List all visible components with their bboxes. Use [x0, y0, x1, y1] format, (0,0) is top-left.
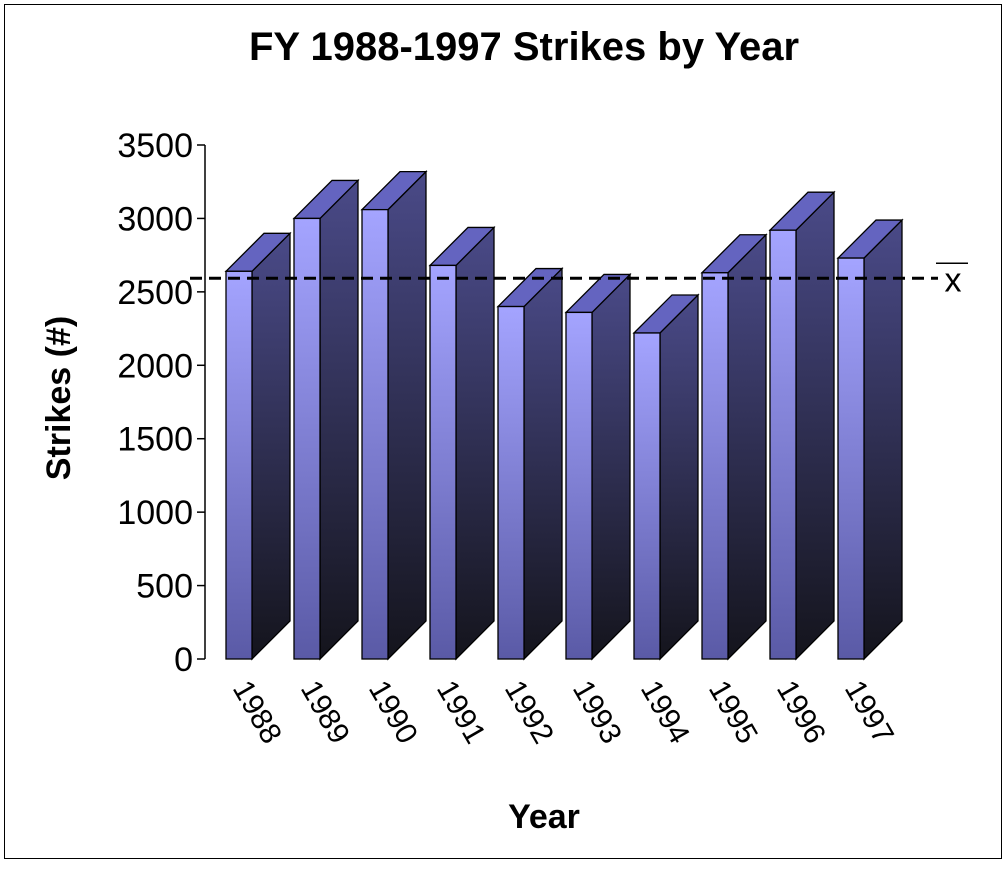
x-tick-label: 1992: [498, 675, 560, 749]
bar-front-face: [497, 305, 525, 660]
y-tick-label: 1500: [117, 421, 193, 459]
bar-side-face: [591, 272, 631, 661]
y-tick-label: 0: [174, 641, 193, 679]
x-axis-label: Year: [508, 798, 580, 836]
bar-front-face: [633, 332, 661, 660]
x-tick-label: 1990: [362, 675, 424, 749]
bar-front-face: [429, 264, 457, 660]
y-tick-label: 2500: [117, 274, 193, 312]
y-tick-label: 3500: [117, 127, 193, 165]
bar-side-face: [727, 233, 767, 661]
y-tick-label: 1000: [117, 494, 193, 532]
bar: [496, 266, 564, 661]
bar-front-face: [293, 217, 321, 660]
x-tick-label: 1995: [702, 675, 764, 749]
bar-side-face: [251, 231, 291, 661]
y-tick-label: 500: [136, 568, 193, 606]
bars-group: [224, 170, 904, 661]
bar: [768, 190, 836, 661]
bar-front-face: [225, 270, 253, 660]
bar-front-face: [837, 257, 865, 660]
x-tick-label: 1996: [770, 675, 832, 749]
bar: [360, 170, 428, 661]
bar-side-face: [523, 266, 563, 661]
bar: [836, 218, 904, 661]
y-tick-label: 2000: [117, 347, 193, 385]
x-tick-label: 1994: [634, 675, 696, 749]
bar-side-face: [659, 293, 699, 661]
bar-side-face: [387, 170, 427, 661]
x-tick-label: 1991: [430, 675, 492, 749]
x-tick-label: 1997: [838, 675, 900, 749]
bar-front-face: [701, 272, 729, 660]
bar-front-face: [565, 311, 593, 660]
y-tick-label: 3000: [117, 200, 193, 238]
x-tick-label: 1988: [226, 675, 288, 749]
bar: [292, 178, 360, 661]
bar-side-face: [863, 218, 903, 661]
bar: [428, 225, 496, 661]
x-ticks-group: 1988 1989 1990 1991 1992 1993 1994 1995 1996 1997: [226, 675, 900, 749]
bar-side-face: [319, 178, 359, 661]
chart-title: FY 1988-1997 Strikes by Year: [249, 25, 799, 69]
mean-label: x: [945, 261, 962, 299]
bar: [564, 272, 632, 661]
bar: [632, 293, 700, 661]
bar-front-face: [361, 208, 389, 660]
y-axis: 0 500 1000 1500 2000 2500 3000 3500: [117, 127, 206, 679]
bar-side-face: [795, 190, 835, 661]
bar: [224, 231, 292, 661]
bar-side-face: [455, 225, 495, 661]
mean-line-group: x: [190, 261, 968, 299]
y-axis-label: Strikes (#): [40, 316, 78, 480]
bar-front-face: [769, 229, 797, 660]
x-tick-label: 1993: [566, 675, 628, 749]
x-tick-label: 1989: [294, 675, 356, 749]
bar: [700, 233, 768, 661]
